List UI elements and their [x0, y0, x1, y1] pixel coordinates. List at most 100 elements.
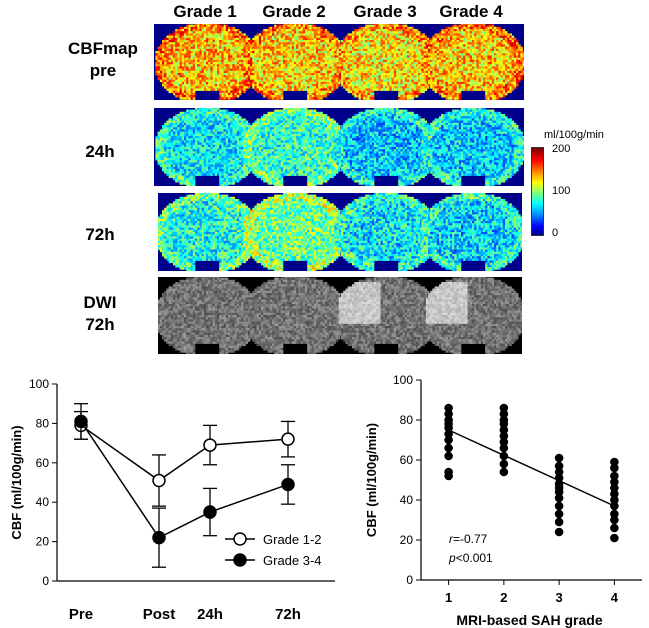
data-point-grade-3-4	[281, 477, 295, 492]
chart2-y-tick-label: 20	[400, 533, 414, 547]
data-point-grade-3-4	[152, 530, 166, 545]
scatter-point	[610, 457, 619, 467]
scatter-point	[554, 501, 564, 511]
scatter-point	[554, 473, 564, 483]
colorbar-min-label: 0	[552, 227, 558, 239]
scatter-point	[554, 487, 564, 497]
dwi-72h-panel	[158, 277, 522, 354]
correlation-annotation: r=-0.77	[449, 532, 488, 546]
dwi-brain-grade-1	[158, 277, 260, 354]
scatter-point	[554, 493, 564, 503]
scatter-point	[610, 523, 619, 533]
chart1-x-tick-label: 24h	[197, 606, 223, 623]
scatter-point	[444, 403, 453, 413]
cbf-pre-brain-grade-4	[421, 24, 524, 100]
data-point-grade-3-4	[203, 505, 217, 519]
chart2-y-tick-label: 0	[406, 573, 413, 587]
scatter-point	[554, 527, 564, 537]
scatter-point	[444, 429, 453, 439]
chart1-x-tick-label: 72h	[275, 606, 301, 623]
scatter-point	[610, 477, 619, 487]
scatter-point	[499, 451, 509, 461]
chart2-y-tick-label: 80	[400, 413, 414, 427]
cbf-24h-brain-grade-2	[243, 108, 348, 186]
chart1-y-tick-label: 60	[36, 456, 50, 470]
chart1-x-tick-label: Post	[143, 606, 176, 623]
chart1-y-tick-label: 20	[36, 535, 50, 549]
dwi-brain-grade-3	[334, 277, 439, 354]
scatter-point	[610, 471, 619, 481]
legend-label: Grade 1-2	[263, 532, 322, 547]
scatter-point	[444, 409, 453, 419]
scatter-point	[444, 435, 453, 445]
series-line-grade-3-4	[80, 421, 289, 539]
scatter-point	[499, 459, 509, 469]
row-label-dwi-line1: DWI	[60, 292, 140, 314]
scatter-point	[610, 533, 619, 543]
chart1-y-tick-label: 0	[42, 574, 49, 588]
dwi-brain-grade-2	[243, 277, 348, 354]
colorbar-max-label: 200	[552, 143, 570, 155]
cbf-72h-brain-grade-2	[243, 193, 348, 271]
scatter-point	[610, 463, 619, 473]
cbf-pre-brain-grade-2	[243, 24, 348, 100]
chart2-x-tick-label: 4	[611, 590, 619, 605]
column-header-grade-4: Grade 4	[426, 2, 516, 22]
chart2-y-axis-label: CBF (ml/100g/min)	[364, 423, 379, 537]
scatter-point	[610, 501, 619, 511]
cbf-24h-brain-grade-4	[421, 108, 524, 186]
scatter-point	[610, 489, 619, 499]
scatter-point	[554, 467, 564, 477]
legend-label: Grade 3-4	[263, 553, 322, 568]
scatter-point	[444, 471, 453, 481]
scatter-point	[499, 425, 509, 435]
chart2-x-tick-label: 3	[556, 590, 563, 605]
data-point-grade-1-2	[152, 473, 166, 488]
scatter-point	[554, 517, 564, 527]
chart2-y-tick-label: 100	[393, 373, 413, 387]
scatter-point	[610, 509, 619, 519]
chart2-x-tick-label: 1	[445, 590, 452, 605]
scatter-point	[610, 495, 619, 505]
scatter-point	[554, 461, 564, 471]
column-header-grade-1: Grade 1	[160, 2, 250, 22]
chart2-x-tick-label: 2	[500, 590, 507, 605]
chart1-y-tick-label: 80	[36, 416, 50, 430]
dwi-brain-grade-4	[421, 277, 522, 354]
row-label-72h: 72h	[60, 224, 140, 246]
cbf-map-24h-panel	[154, 108, 524, 186]
scatter-point	[499, 431, 509, 441]
chart1-y-tick-label: 40	[36, 495, 50, 509]
scatter-point	[499, 437, 509, 447]
row-label-pre-line2: pre	[58, 60, 148, 82]
series-line-grade-1-2	[80, 424, 289, 482]
scatter-point	[554, 453, 564, 463]
row-label-dwi-line2: 72h	[60, 314, 140, 336]
scatter-point	[444, 423, 453, 433]
data-point-grade-1-2	[203, 438, 217, 452]
p-value-annotation: p<0.001	[448, 551, 493, 565]
chart1-y-axis-label: CBF (ml/100g/min)	[9, 425, 24, 539]
colorbar-mid-label: 100	[552, 185, 570, 197]
chart1-y-tick-label: 100	[29, 377, 49, 391]
chart2-y-tick-label: 60	[400, 453, 414, 467]
scatter-point	[554, 509, 564, 519]
cbf-map-pre-panel	[154, 24, 524, 100]
data-point-grade-1-2	[281, 432, 295, 446]
legend-marker	[233, 532, 247, 546]
row-label-pre-line1: CBFmap	[58, 38, 148, 60]
scatter-point	[499, 443, 509, 453]
scatter-point	[499, 467, 509, 477]
scatter-point	[499, 419, 509, 429]
colorbar	[531, 147, 544, 236]
scatter-point	[499, 403, 509, 413]
scatter-point	[444, 451, 453, 461]
scatter-point	[610, 483, 619, 493]
chart1-x-tick-label: Pre	[69, 606, 93, 623]
regression-line	[448, 429, 615, 507]
cbf-timecourse-chart: 0 20 40 60 80 100 Pre Post 24h 72h CBF (ml/100g/mi…	[9, 377, 335, 623]
legend-marker	[233, 553, 247, 567]
scatter-point	[610, 515, 619, 525]
cbf-72h-brain-grade-4	[421, 193, 522, 271]
row-label-24h: 24h	[60, 141, 140, 163]
